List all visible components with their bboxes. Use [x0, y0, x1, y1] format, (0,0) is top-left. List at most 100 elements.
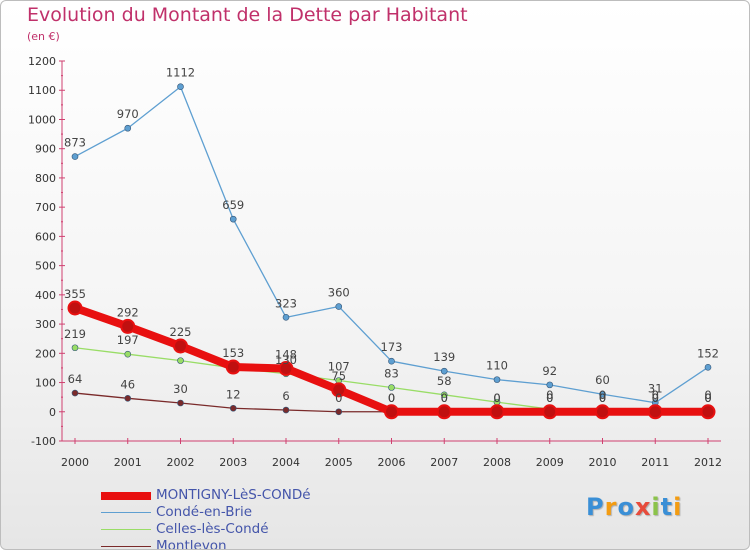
data-point — [124, 124, 132, 132]
proxiti-logo: Proxiti — [586, 493, 682, 521]
data-label: 0 — [493, 391, 500, 405]
logo-letter: i — [651, 493, 661, 521]
data-point — [120, 318, 136, 334]
data-label: 0 — [441, 391, 448, 405]
data-label: 64 — [68, 372, 83, 386]
data-label: 0 — [388, 391, 395, 405]
y-tick-label: 900 — [35, 143, 56, 156]
y-tick-label: 800 — [35, 172, 56, 185]
data-label: 153 — [222, 346, 244, 360]
data-point — [546, 381, 554, 389]
data-point — [595, 404, 610, 420]
data-point — [71, 389, 79, 397]
y-tick-label: 1000 — [28, 113, 56, 126]
y-tick-label: 400 — [35, 289, 56, 302]
data-point — [335, 303, 343, 310]
data-point — [493, 376, 501, 383]
data-label: 12 — [226, 387, 241, 401]
y-tick-label: 1200 — [28, 55, 56, 68]
data-point — [388, 357, 395, 365]
x-tick-label: 2009 — [536, 456, 564, 469]
data-point — [599, 390, 606, 398]
data-point — [124, 350, 132, 358]
x-tick-label: 2004 — [272, 456, 300, 469]
x-tick-label: 2010 — [589, 456, 617, 469]
data-label: 83 — [384, 367, 399, 381]
data-label: 1112 — [166, 66, 195, 80]
data-point — [229, 404, 237, 412]
data-point — [173, 338, 188, 354]
x-tick-label: 2001 — [114, 456, 142, 469]
data-label: 0 — [599, 391, 606, 405]
legend-label: Montlevon — [156, 538, 227, 550]
data-label: 0 — [599, 388, 606, 402]
data-label: 292 — [117, 305, 139, 319]
legend-swatch — [101, 512, 151, 513]
data-point — [225, 359, 241, 375]
data-label: 152 — [697, 346, 719, 360]
data-point — [67, 300, 83, 316]
series-line — [74, 86, 709, 404]
logo-letter: i — [673, 493, 683, 521]
y-tick-label: 200 — [35, 347, 56, 360]
data-point — [71, 153, 79, 160]
legend-swatch — [101, 529, 151, 530]
data-label: 46 — [120, 377, 135, 391]
data-point — [278, 361, 294, 377]
data-label: 0 — [704, 391, 711, 405]
chart-title: Evolution du Montant de la Dette par Hab… — [27, 4, 468, 26]
data-point — [700, 404, 716, 420]
data-label: 0 — [546, 391, 553, 405]
data-label: 0 — [441, 391, 448, 405]
x-tick-label: 2000 — [61, 456, 89, 469]
data-point — [542, 404, 558, 420]
data-label: 6 — [282, 389, 289, 403]
legend-label: Condé-en-Brie — [156, 504, 253, 520]
y-tick-label: 1100 — [28, 84, 56, 97]
data-label: 0 — [652, 391, 659, 405]
data-point — [124, 395, 132, 402]
legend-label: MONTIGNY-LèS-CONDé — [156, 487, 311, 503]
x-tick-label: 2003 — [219, 456, 247, 469]
data-label: 970 — [117, 107, 139, 121]
logo-letter: r — [604, 493, 618, 521]
data-label: 0 — [652, 391, 659, 405]
data-label: 197 — [117, 333, 139, 347]
logo-letter: t — [660, 493, 674, 521]
data-point — [384, 404, 399, 420]
data-label: 75 — [331, 369, 346, 383]
data-label: 0 — [493, 391, 500, 405]
data-point — [177, 83, 184, 91]
data-label: 107 — [328, 359, 350, 373]
data-label: 0 — [599, 391, 606, 405]
data-point — [71, 344, 79, 352]
data-label: 360 — [328, 286, 350, 300]
data-point — [440, 391, 448, 399]
data-label: 0 — [546, 388, 553, 402]
y-tick-label: 700 — [35, 201, 56, 214]
data-label: 873 — [64, 136, 86, 150]
data-label: 0 — [388, 391, 395, 405]
data-point — [282, 406, 290, 414]
data-label: 60 — [595, 373, 610, 387]
data-point — [331, 382, 347, 398]
y-tick-label: 600 — [35, 230, 56, 243]
y-tick-label: -100 — [31, 435, 56, 448]
logo-letter: o — [617, 493, 635, 521]
x-tick-label: 2012 — [694, 456, 722, 469]
data-point — [647, 404, 663, 420]
data-label: 323 — [275, 296, 297, 310]
data-point — [177, 357, 184, 364]
logo-letter: x — [634, 493, 652, 521]
x-tick-label: 2008 — [483, 456, 511, 469]
data-point — [282, 314, 290, 321]
data-label: 659 — [222, 198, 244, 212]
data-point — [440, 367, 448, 375]
data-label: 173 — [381, 340, 403, 354]
data-label: 92 — [542, 364, 557, 378]
data-point — [489, 404, 505, 420]
y-tick-label: 300 — [35, 318, 56, 331]
data-label: 139 — [433, 350, 455, 364]
